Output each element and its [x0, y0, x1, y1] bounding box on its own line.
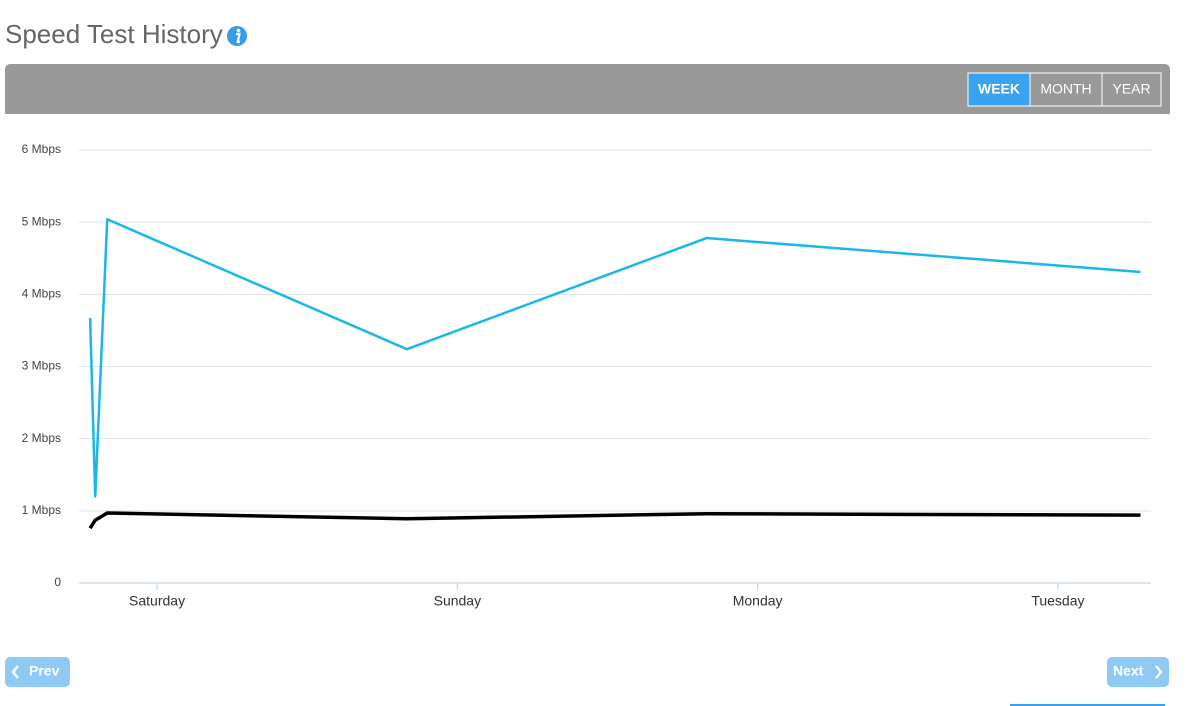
range-button-bg — [1101, 72, 1162, 107]
prev-button[interactable]: Prev — [5, 657, 70, 687]
y-tick-label: 4 Mbps — [22, 287, 61, 301]
range-button-label: WEEK — [978, 81, 1020, 97]
x-tick-label: Saturday — [129, 593, 185, 609]
range-button[interactable]: YEAR — [1101, 72, 1162, 107]
x-tick-label: Tuesday — [1031, 593, 1084, 609]
range-button-bg — [967, 72, 1031, 107]
series-line — [88, 511, 1141, 530]
y-tick-label: 5 Mbps — [22, 214, 61, 228]
range-button[interactable]: WEEK — [967, 72, 1031, 107]
page-title: Speed Test History — [5, 19, 223, 49]
series-line — [88, 218, 1141, 498]
range-button-label: MONTH — [1040, 81, 1091, 97]
y-tick-label: 3 Mbps — [22, 359, 61, 373]
toolbar — [5, 64, 1170, 114]
y-tick-label: 6 Mbps — [22, 142, 61, 156]
y-tick-label: 2 Mbps — [22, 431, 61, 445]
x-tick-label: Monday — [733, 593, 783, 609]
y-tick-label: 1 Mbps — [22, 503, 61, 517]
x-tick-label: Sunday — [434, 593, 481, 609]
prev-label: Prev — [29, 663, 60, 679]
info-icon[interactable] — [227, 26, 247, 46]
next-label: Next — [1113, 663, 1144, 679]
y-tick-label: 0 — [54, 575, 61, 589]
range-button-label: YEAR — [1112, 81, 1150, 97]
next-button[interactable]: Next — [1107, 657, 1169, 687]
